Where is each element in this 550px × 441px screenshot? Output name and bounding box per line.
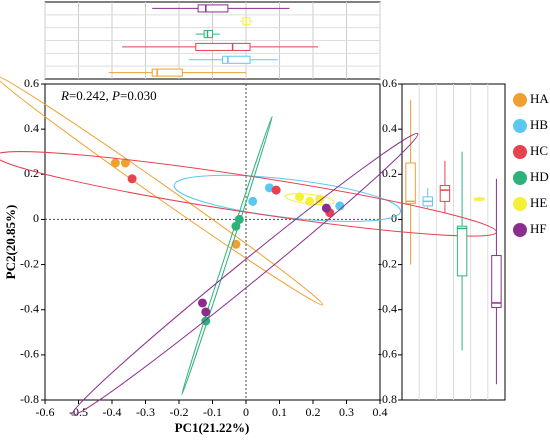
x-tick-label: -0.2 <box>170 405 189 419</box>
point <box>127 174 137 184</box>
y-tick-label: 0.6 <box>24 76 39 90</box>
legend-swatch <box>513 171 527 185</box>
right-y-tick-label: 0.6 <box>382 76 397 90</box>
point <box>120 158 130 168</box>
y-tick-label: -0.4 <box>20 301 39 315</box>
point <box>201 307 211 317</box>
x-tick-label: 0.1 <box>272 405 287 419</box>
y-tick-label: -0.6 <box>20 347 39 361</box>
point <box>315 194 325 204</box>
legend-swatch <box>513 145 527 159</box>
x-tick-label: -0.3 <box>136 405 155 419</box>
x-tick-label: -0.6 <box>36 405 55 419</box>
confidence-ellipse <box>181 115 273 396</box>
legend-label: HA <box>530 91 549 106</box>
confidence-ellipse <box>0 74 324 306</box>
point <box>110 158 120 168</box>
x-tick-label: -0.5 <box>69 405 88 419</box>
point <box>248 196 258 206</box>
right-y-tick-label: 0.2 <box>382 166 397 180</box>
right-y-tick-label: 0 <box>391 211 397 225</box>
x-tick-label: -0.1 <box>203 405 222 419</box>
point <box>305 196 315 206</box>
legend-swatch <box>513 197 527 211</box>
legend-label: HD <box>530 169 549 184</box>
legend-swatch <box>513 223 527 237</box>
confidence-ellipse <box>0 151 497 237</box>
point <box>234 214 244 224</box>
legend-label: HC <box>530 143 548 158</box>
box <box>405 162 416 205</box>
legend-label: HE <box>530 195 547 210</box>
y-tick-label: -0.2 <box>20 256 39 270</box>
box <box>222 55 251 64</box>
confidence-ellipse <box>173 174 402 222</box>
annotation: R=0.242, P=0.030 <box>60 88 157 103</box>
confidence-ellipse <box>71 132 419 416</box>
legend-swatch <box>513 119 527 133</box>
main-panel <box>44 83 381 401</box>
box <box>439 185 451 202</box>
right-y-tick-label: -0.2 <box>378 256 397 270</box>
right-y-tick-label: -0.4 <box>378 301 397 315</box>
x-axis-label: PC1(21.22%) <box>175 420 250 435</box>
right-y-tick-label: 0.4 <box>382 121 397 135</box>
legend-swatch <box>513 93 527 107</box>
y-tick-label: 0.4 <box>24 121 39 135</box>
box <box>456 225 468 277</box>
point <box>295 192 305 202</box>
box <box>151 68 183 77</box>
point <box>271 185 281 195</box>
point <box>231 221 241 231</box>
point <box>321 203 331 213</box>
legend-label: HB <box>530 117 548 132</box>
x-tick-label: 0.3 <box>339 405 354 419</box>
y-tick-label: 0.2 <box>24 166 39 180</box>
point <box>197 298 207 308</box>
x-tick-label: -0.4 <box>103 405 122 419</box>
x-tick-label: 0 <box>243 405 249 419</box>
y-tick-label: 0 <box>33 211 39 225</box>
box <box>197 4 229 13</box>
right-y-tick-label: -0.8 <box>378 392 397 406</box>
right-y-tick-label: -0.6 <box>378 347 397 361</box>
x-tick-label: 0.4 <box>373 405 388 419</box>
x-tick-label: 0.2 <box>306 405 321 419</box>
box <box>195 42 251 51</box>
box <box>491 255 502 308</box>
legend-label: HF <box>530 221 547 236</box>
y-axis-label: PC2(20.85%) <box>3 205 18 280</box>
box <box>203 30 213 39</box>
y-tick-label: -0.8 <box>20 392 39 406</box>
